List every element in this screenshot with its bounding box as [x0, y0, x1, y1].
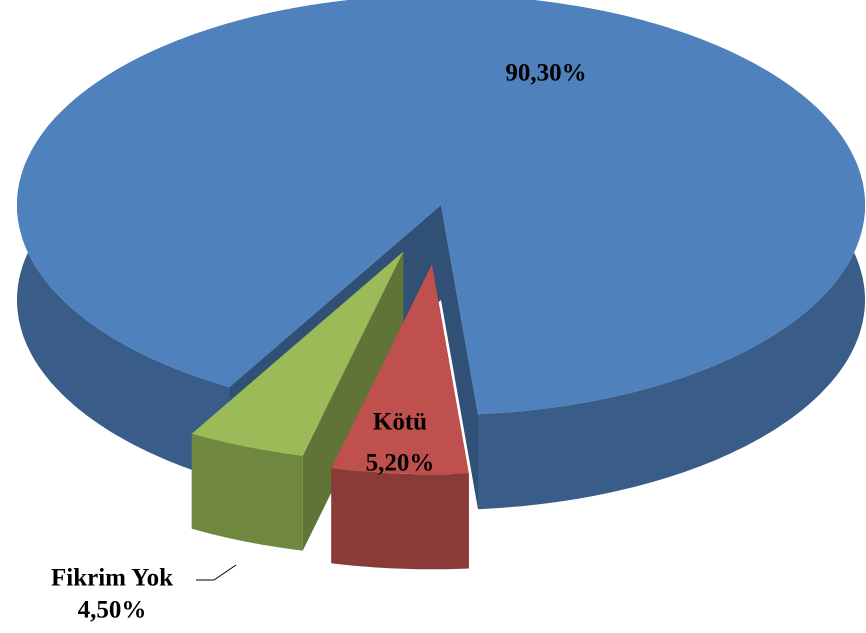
- category-label: Fikrim Yok: [51, 565, 173, 592]
- value-label: 5,20%: [366, 450, 435, 477]
- slice-top: [191, 251, 404, 456]
- value-label: 90,30%: [505, 60, 586, 87]
- value-label: 4,50%: [78, 597, 147, 624]
- slice-wall: [191, 433, 303, 551]
- slice-top: [17, 0, 865, 415]
- slice-side: [441, 205, 478, 510]
- slice: [191, 251, 404, 551]
- slice-wall: [331, 468, 469, 570]
- category-label: Kötü: [373, 409, 427, 436]
- leader-line: [196, 564, 237, 581]
- slice-top: [331, 264, 469, 475]
- slice: [331, 264, 469, 570]
